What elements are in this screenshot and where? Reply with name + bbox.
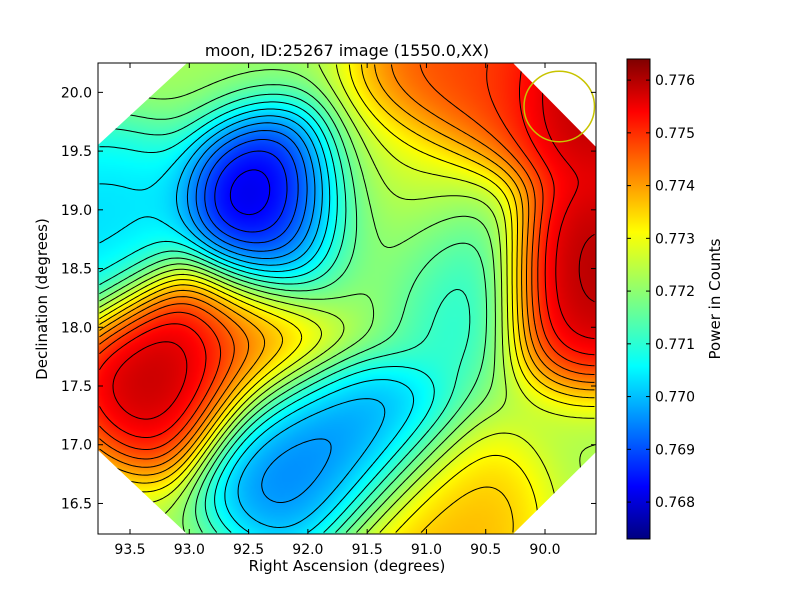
x-tick-label: 91.5 [352,542,383,558]
y-tick-label: 17.0 [61,438,92,454]
y-axis-label: Declination (degrees) [33,218,51,380]
colorbar [626,58,651,540]
colorbar-tick-label: 0.771 [655,337,695,353]
heatmap-layer [98,63,596,534]
beam-circle [523,70,596,143]
colorbar-tick-label: 0.772 [655,284,695,300]
chart-title: moon, ID:25267 image (1550.0,XX) [205,41,489,60]
colorbar-tick-label: 0.775 [655,126,695,142]
colorbar-ticks: 0.768 0.769 0.770 0.771 0.772 0.773 0.774 0.775… [627,73,695,511]
y-tick-label: 18.0 [61,320,92,336]
x-tick-label: 93.5 [114,542,145,558]
x-tick-label: 93.0 [174,542,205,558]
heatmap-image [98,63,596,534]
colorbar-tick-label: 0.774 [655,179,695,195]
colorbar-tick-label: 0.770 [655,390,695,406]
x-axis-ticks: 93.5 93.0 92.5 92.0 91.5 91.0 90.5 90.0 [114,63,561,558]
y-tick-label: 19.5 [61,144,92,160]
plot-frame [97,62,597,535]
x-axis-label: Right Ascension (degrees) [249,557,446,575]
y-axis-ticks: 16.5 17.0 17.5 18.0 18.5 19.0 19.5 20.0 [61,85,596,512]
y-tick-label: 20.0 [61,85,92,101]
colorbar-tick-label: 0.768 [655,495,695,511]
x-tick-label: 90.5 [470,542,501,558]
x-tick-label: 90.0 [529,542,560,558]
colorbar-label: Power in Counts [706,238,724,359]
colorbar-tick-label: 0.776 [655,73,695,89]
x-tick-label: 92.5 [233,542,264,558]
beam-layer [523,70,596,143]
y-tick-label: 16.5 [61,496,92,512]
y-tick-label: 18.5 [61,262,92,278]
contour-lines [99,64,595,533]
y-tick-label: 19.0 [61,203,92,219]
x-tick-label: 91.0 [411,542,442,558]
colorbar-tick-label: 0.769 [655,442,695,458]
colorbar-tick-label: 0.773 [655,231,695,247]
contour-path [99,64,595,533]
x-tick-label: 92.0 [292,542,323,558]
y-tick-label: 17.5 [61,379,92,395]
